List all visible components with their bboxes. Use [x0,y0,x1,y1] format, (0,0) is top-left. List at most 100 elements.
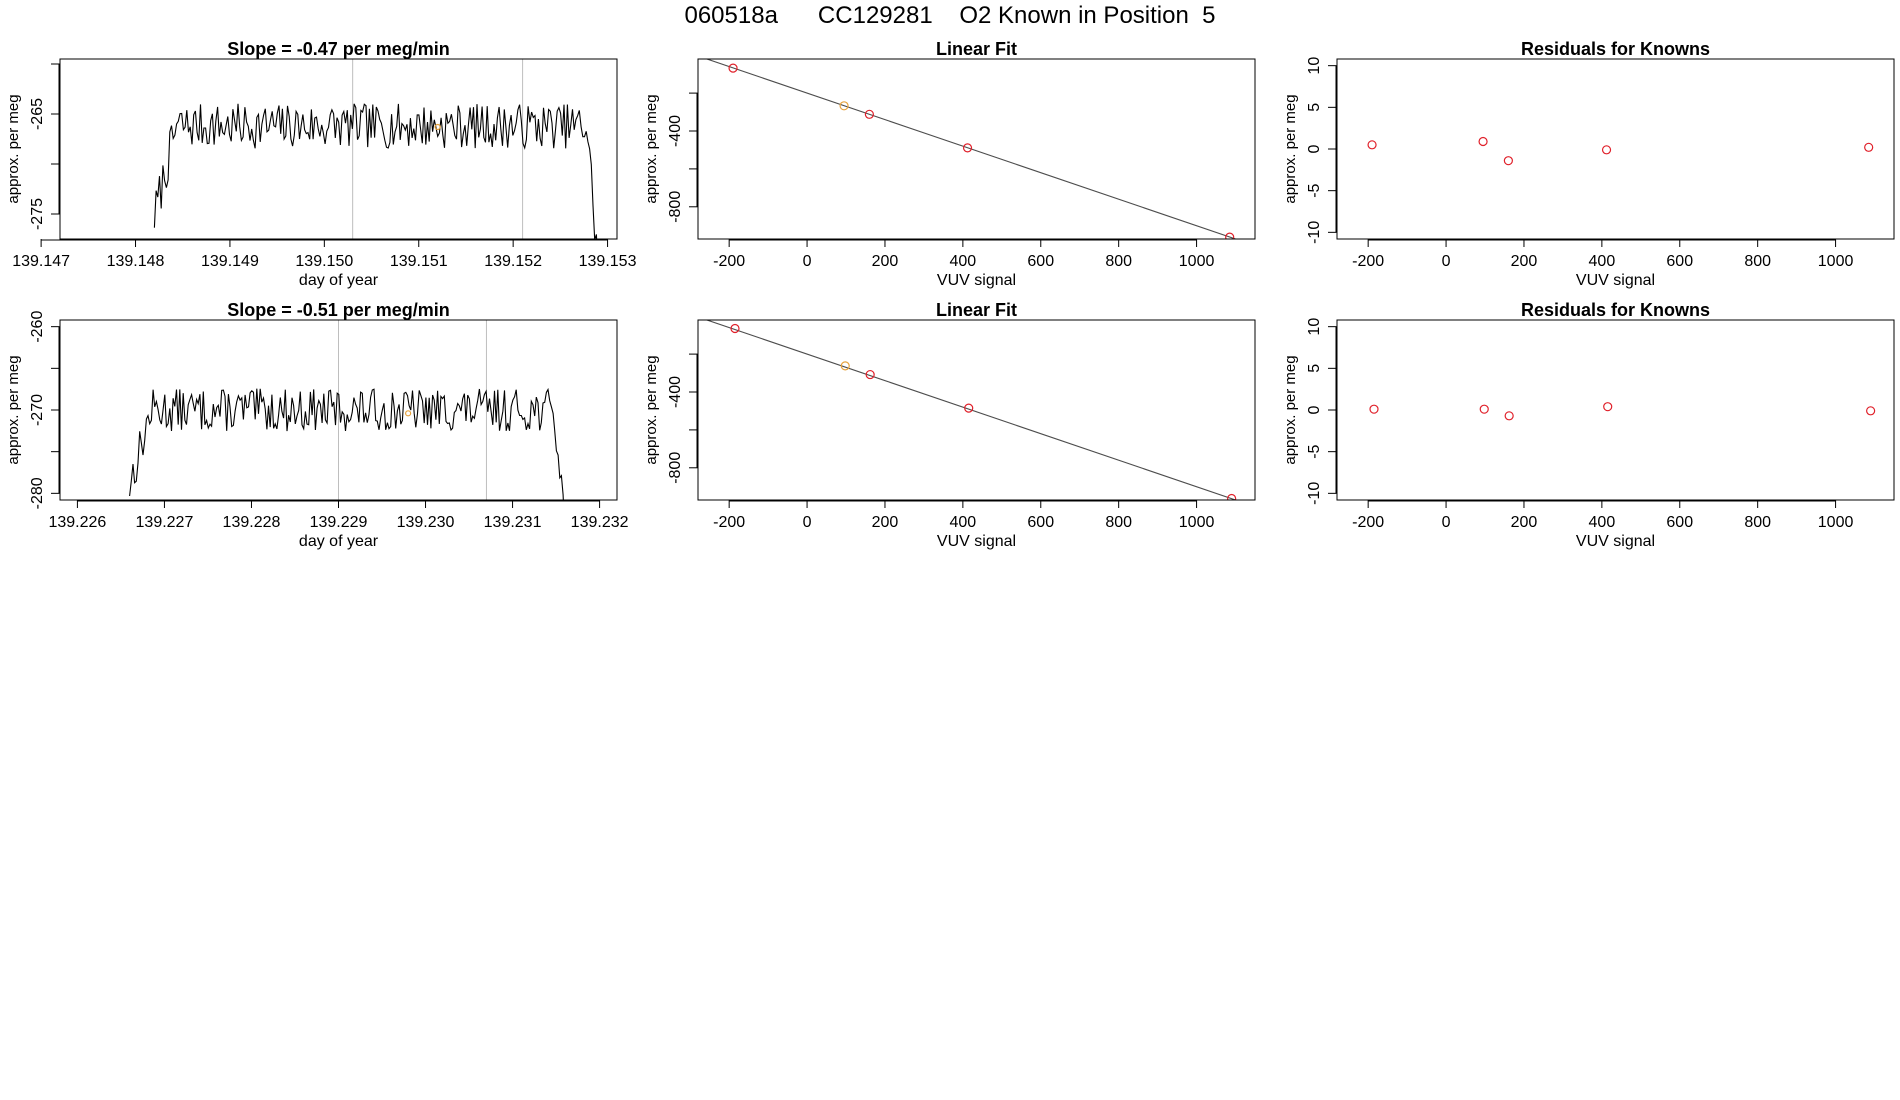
chart-res1: Residuals for Knowns-200 0 200 400 600 800 100… [1282,39,1895,289]
y-tick-label: -265 [29,98,46,130]
x-tick-label: 139.153 [579,253,637,270]
data-point [1478,136,1488,147]
y-tick-label: -275 [29,198,46,230]
x-axis-label: VUV signal [937,272,1016,289]
y-tick-label: -270 [29,394,46,426]
series-line [129,387,564,500]
data-point [1603,402,1613,412]
chart-title: Slope = -0.47 per meg/min [227,39,450,59]
y-tick-label: -260 [29,311,46,343]
y-axis-label: approx. per meg [643,94,660,203]
x-tick-label: 600 [1666,253,1693,270]
chart-title: Linear Fit [936,39,1017,59]
x-tick-label: -200 [713,253,745,270]
y-tick-label: -800 [667,191,684,223]
plot-frame [1336,58,1895,240]
x-tick-label: 139.229 [310,514,368,531]
data-point [1864,142,1874,152]
x-axis-label: day of year [299,533,379,550]
x-tick-label: 139.227 [136,514,194,531]
x-tick-label: 139.230 [397,514,455,531]
x-tick-label: 139.228 [223,514,281,531]
x-tick-label: 600 [1027,253,1054,270]
data-point [1367,140,1377,150]
y-tick-label: -5 [1306,444,1323,458]
plot-frame [59,319,618,501]
x-tick-label: 0 [803,253,812,270]
x-tick-label: 400 [950,253,977,270]
plot-frame [697,319,1256,501]
y-tick-label: -10 [1306,221,1323,244]
y-axis-label: approx. per meg [5,94,22,203]
y-tick-label: -800 [667,452,684,484]
data-point [1601,145,1612,155]
data-group [705,59,1238,239]
data-group [705,320,1238,500]
data-group [129,387,564,500]
x-tick-label: 139.147 [12,253,70,270]
x-tick-label: 139.152 [484,253,542,270]
highlight-point [434,123,441,131]
data-group [1367,136,1874,166]
chart-ts2: Slope = -0.51 per meg/min 139.226 139.227 1… [5,300,629,550]
y-tick-label: -10 [1306,482,1323,505]
y-axis-label: approx. per meg [5,355,22,464]
y-tick-label: 10 [1306,318,1323,336]
y-axis-label: approx. per meg [1282,355,1299,464]
y-tick-label: 5 [1306,103,1323,112]
plot-frame [697,58,1256,240]
chart-title: Residuals for Knowns [1521,39,1710,59]
data-point [728,63,738,73]
y-axis-label: approx. per meg [1282,94,1299,203]
x-tick-label: 139.151 [390,253,448,270]
data-point [962,143,973,153]
y-axis-label: approx. per meg [643,355,660,464]
chart-fit2: Linear Fit -200 0 200 400 600 800 1000 VUV signa… [643,300,1256,550]
x-tick-label: 139.226 [48,514,106,531]
chart-res2: Residuals for Knowns-200 0 200 400 600 800 100… [1282,300,1895,550]
y-tick-label: 10 [1306,57,1323,75]
data-point [1369,404,1379,414]
x-tick-label: 400 [950,514,977,531]
data-point [840,361,850,371]
plot-frame [59,58,618,240]
x-tick-label: 0 [1442,514,1451,531]
data-point [964,403,974,413]
data-point [1866,406,1876,416]
x-tick-label: 800 [1744,514,1771,531]
chart-title: Residuals for Knowns [1521,300,1710,320]
data-group [153,103,598,239]
x-tick-label: 600 [1666,514,1693,531]
x-tick-label: 139.232 [571,514,629,531]
x-tick-label: 139.150 [295,253,353,270]
data-point [839,101,849,111]
x-axis-label: VUV signal [1576,533,1655,550]
y-tick-label: -400 [667,376,684,408]
x-tick-label: 200 [1511,514,1538,531]
data-point [1503,156,1513,166]
fit-line [705,59,1238,239]
y-tick-label: -400 [667,115,684,147]
x-tick-label: 139.149 [201,253,259,270]
x-tick-label: 1000 [1818,514,1854,531]
chart-fit1: Linear Fit -200 0 200 400 600 800 1000 VUV signa… [643,39,1256,289]
data-point [730,323,740,334]
y-tick-label: 5 [1306,364,1323,373]
x-tick-label: 139.148 [107,253,165,270]
data-point [1504,411,1514,421]
x-tick-label: 139.231 [484,514,542,531]
x-tick-label: 200 [1511,253,1538,270]
x-tick-label: 600 [1027,514,1054,531]
data-point [1227,493,1237,500]
fit-line [705,320,1238,500]
chart-ts1: Slope = -0.47 per meg/min 139.147 139.148 1… [5,39,637,289]
x-tick-label: 400 [1589,514,1616,531]
highlight-point [405,410,412,417]
x-tick-label: 0 [803,514,812,531]
x-tick-label: 0 [1442,253,1451,270]
page-title: 060518a CC129281 O2 Known in Position 5 [684,2,1216,29]
x-tick-label: 200 [872,253,899,270]
y-tick-label: 0 [1306,405,1323,414]
y-tick-label: -5 [1306,183,1323,197]
x-tick-label: -200 [713,514,745,531]
